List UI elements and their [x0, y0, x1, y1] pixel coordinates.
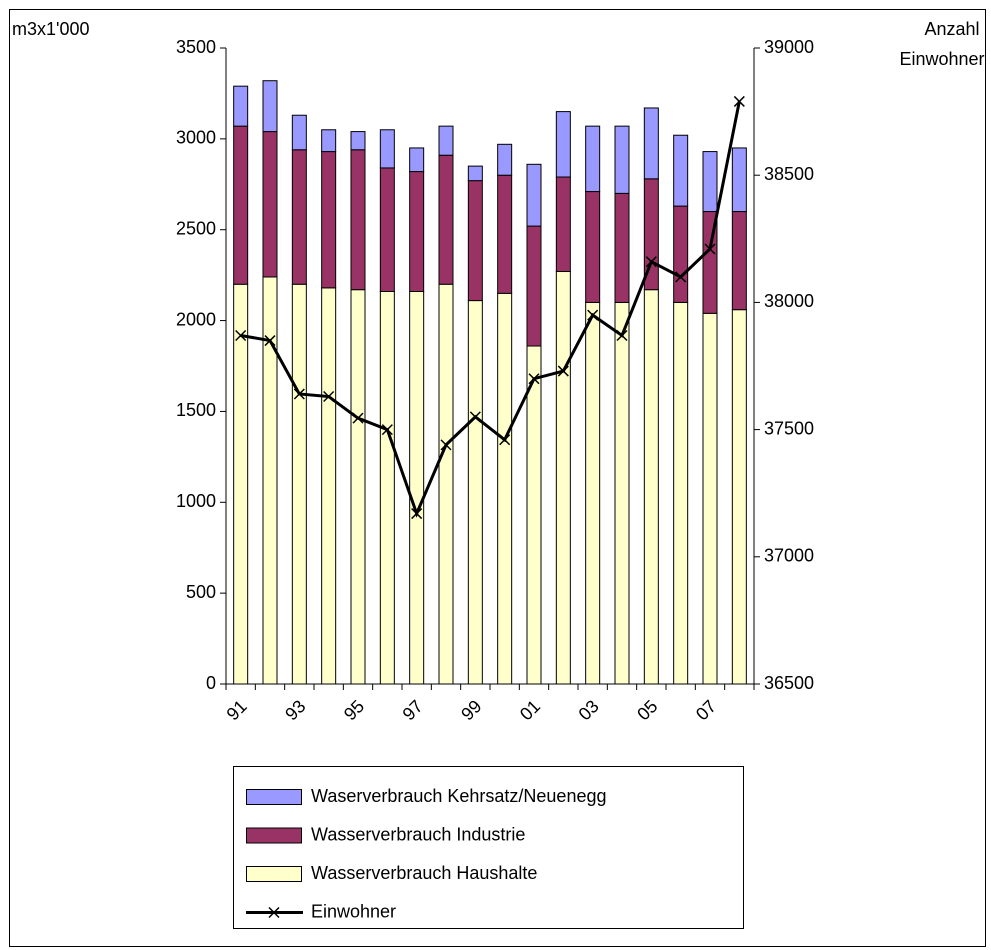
bar-segment	[438, 283, 454, 685]
y2-tick-label: 36500	[764, 673, 814, 693]
legend-swatch	[246, 789, 302, 805]
line-marker	[264, 335, 276, 347]
bar-segment	[497, 143, 513, 176]
line-marker	[645, 256, 657, 268]
y-tick-label: 3500	[176, 37, 216, 57]
bar-segment	[379, 290, 395, 685]
bar-segment	[526, 225, 542, 347]
y-tick-label: 0	[206, 673, 216, 693]
y2-axis-label: Einwohner	[899, 49, 984, 69]
bar-segment	[643, 107, 659, 180]
line-marker	[235, 329, 247, 342]
y2-tick-label: 39000	[764, 37, 814, 57]
bar-segment	[614, 301, 630, 685]
bar-segment	[350, 149, 366, 291]
bar-segment	[555, 176, 571, 273]
line-series	[240, 101, 741, 518]
y-axis-label: m3x1'000	[12, 19, 89, 39]
bar-segment	[731, 309, 747, 685]
line-marker	[675, 271, 687, 283]
y-tick-label: 1000	[176, 491, 216, 511]
legend-swatch	[246, 866, 302, 882]
bar-segment	[233, 125, 249, 285]
bar-segment	[350, 289, 366, 685]
bar-segment	[291, 114, 307, 151]
y2-tick-label: 37000	[764, 546, 814, 566]
bar-segment	[497, 292, 513, 685]
y-tick-label: 1500	[176, 400, 216, 420]
line-marker	[528, 373, 540, 385]
y-tick-label: 2000	[176, 309, 216, 329]
line-marker	[557, 365, 569, 377]
line-marker	[440, 439, 452, 451]
line-marker	[704, 243, 716, 255]
bar-segment	[555, 271, 571, 685]
bar-segment	[262, 276, 278, 685]
bar-segment	[262, 131, 278, 278]
legend-swatch	[268, 906, 280, 919]
legend-label: Waserverbrauch Kehrsatz/Neuenegg	[311, 786, 607, 806]
bar-segment	[233, 85, 249, 127]
bar-segment	[731, 147, 747, 213]
bar-segment	[673, 301, 689, 685]
legend-label: Wasserverbrauch Haushalte	[311, 863, 537, 883]
line-marker	[587, 309, 599, 321]
y2-axis-label: Anzahl	[924, 19, 979, 39]
y2-tick-label: 38000	[764, 291, 814, 311]
legend-label: Wasserverbrauch Industrie	[311, 824, 525, 844]
legend-box	[233, 766, 744, 929]
bar-segment	[497, 174, 513, 294]
bar-segment	[731, 211, 747, 311]
bar-segment	[614, 192, 630, 303]
bar-segment	[409, 147, 425, 173]
line-marker	[352, 412, 364, 424]
y2-tick-label: 38500	[764, 164, 814, 184]
line-marker	[499, 434, 511, 446]
bar-segment	[673, 205, 689, 303]
bar-segment	[438, 154, 454, 285]
bar-segment	[291, 283, 307, 685]
bar-segment	[438, 125, 454, 156]
bar-segment	[409, 171, 425, 292]
bar-segment	[643, 289, 659, 685]
bar-segment	[614, 125, 630, 194]
bar-segment	[321, 287, 337, 685]
bar-segment	[379, 167, 395, 292]
line-marker	[733, 95, 745, 107]
bar-segment	[526, 163, 542, 227]
line-marker	[293, 388, 305, 400]
line-marker	[411, 508, 423, 520]
bar-segment	[702, 151, 718, 213]
y-tick-label: 2500	[176, 218, 216, 238]
bar-segment	[555, 111, 571, 178]
bar-segment	[350, 131, 366, 151]
y2-tick-label: 37500	[764, 418, 814, 438]
bar-segment	[467, 165, 483, 182]
bar-segment	[673, 134, 689, 207]
bar-segment	[526, 345, 542, 685]
bar-segment	[585, 191, 601, 303]
bar-segment	[467, 300, 483, 685]
bar-segment	[321, 151, 337, 289]
line-marker	[616, 329, 628, 342]
line-marker	[469, 411, 481, 423]
bar-segment	[585, 125, 601, 193]
line-marker	[323, 390, 335, 403]
bar-segment	[233, 283, 249, 685]
y-tick-label: 500	[186, 582, 216, 602]
bar-segment	[409, 290, 425, 685]
legend-swatch	[246, 827, 302, 844]
bar-segment	[262, 80, 278, 133]
bar-segment	[291, 149, 307, 285]
bar-segment	[321, 129, 337, 153]
bar-segment	[379, 129, 395, 169]
bar-segment	[702, 312, 718, 685]
legend-label: Einwohner	[311, 901, 396, 921]
bar-segment	[585, 301, 601, 685]
bar-segment	[467, 180, 483, 302]
y-tick-label: 3000	[176, 128, 216, 148]
line-marker	[381, 424, 393, 436]
